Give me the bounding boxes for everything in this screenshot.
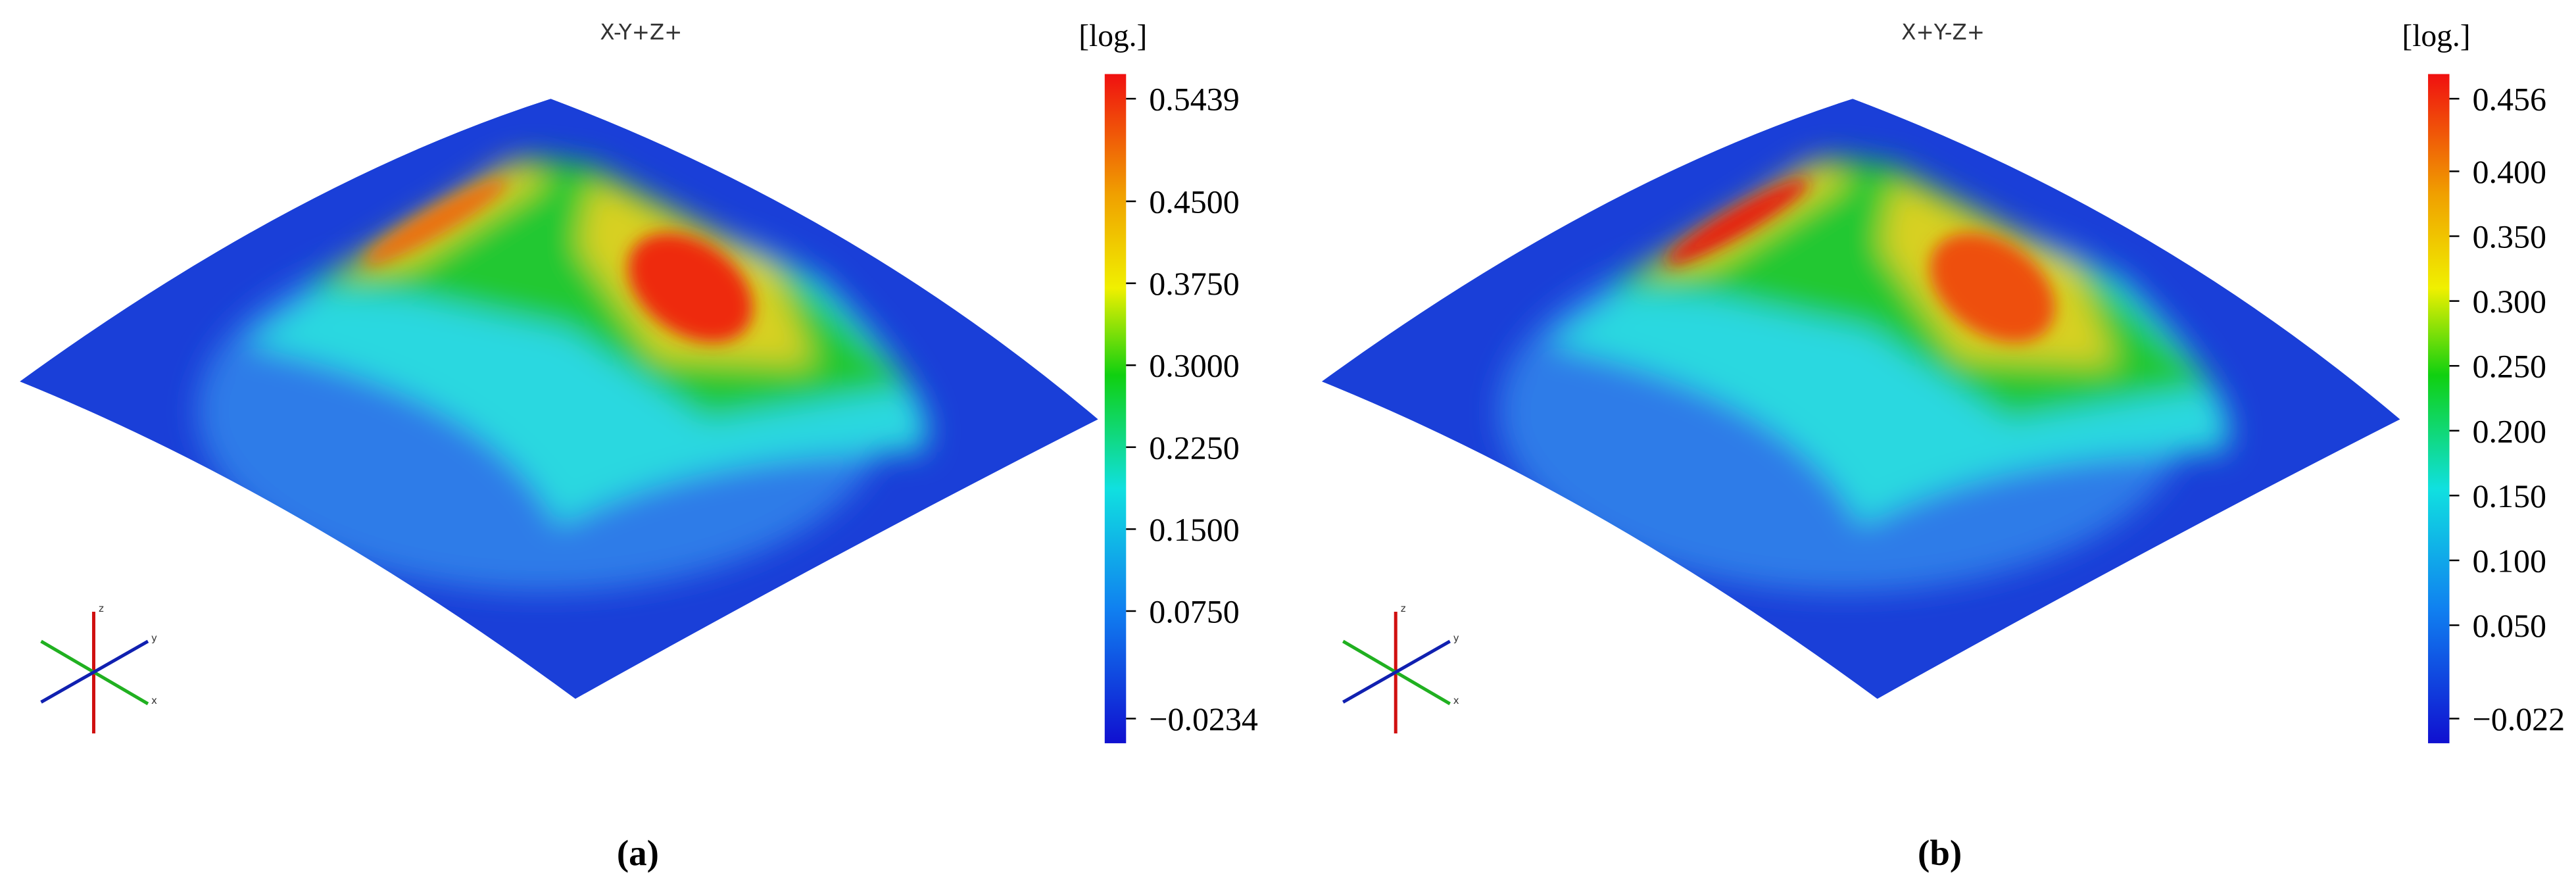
triad-label: z [1401, 603, 1406, 614]
field-red [1930, 233, 2055, 343]
colorbar-tick-label: 0.200 [2473, 412, 2546, 449]
surface [1321, 99, 2400, 699]
surface [19, 99, 1098, 699]
colorbar-tick-label: 0.1500 [1149, 511, 1239, 548]
colorbar [2428, 74, 2450, 743]
triad-blue [40, 639, 149, 704]
panel: x y z X-Y+Z+ [log.]0.5439 0.4500 0.3750 0.3000 0… [19, 19, 1258, 873]
colorbar-tick-label: 0.4500 [1149, 184, 1239, 220]
field-red [364, 179, 508, 265]
field-hot [364, 179, 753, 343]
colorbar-tick-label: 0.100 [2473, 542, 2546, 579]
caption: (b) [1918, 833, 1962, 873]
triad-label: y [151, 632, 157, 644]
field-hot [1666, 179, 2055, 343]
colorbar [1104, 74, 1127, 743]
view-label: X+Y-Z+ [1901, 20, 1985, 45]
triad-label: y [1453, 632, 1459, 644]
colorbar-tick-label: −0.022 [2473, 701, 2565, 737]
triad-blue [1342, 639, 1451, 704]
colorbar-tick-label: 0.400 [2473, 153, 2546, 190]
field-red [1666, 179, 1809, 265]
colorbar-tick-label: −0.0234 [1149, 701, 1258, 737]
colorbar-tick-label: 0.456 [2473, 81, 2546, 118]
axis-triad: x y z [1342, 603, 1459, 733]
panel: x y z X+Y-Z+ [log.]0.456 0.400 0.350 0.300 0.250… [1321, 19, 2565, 873]
colorbar-tick-label: 0.150 [2473, 478, 2546, 514]
triad-label: x [1453, 695, 1459, 706]
triad-label: x [151, 695, 157, 706]
colorbar-tick-label: 0.350 [2473, 218, 2546, 255]
triad-label: z [99, 603, 104, 614]
colorbar-tick-label: 0.0750 [1149, 593, 1239, 629]
colorbar-tick-label: 0.3750 [1149, 265, 1239, 302]
axis-triad: x y z [40, 603, 157, 733]
colorbar-unit: [log.] [1079, 19, 1147, 53]
view-label: X-Y+Z+ [600, 20, 682, 45]
colorbar-tick-label: 0.2250 [1149, 429, 1239, 466]
colorbar-tick-label: 0.250 [2473, 348, 2546, 385]
colorbar-tick-label: 0.3000 [1149, 347, 1239, 384]
caption: (a) [617, 833, 659, 873]
colorbar-unit: [log.] [2402, 19, 2470, 53]
colorbar-tick-label: 0.050 [2473, 607, 2546, 644]
colorbar-tick-label: 0.300 [2473, 283, 2546, 320]
field-red [627, 233, 753, 343]
colorbar-tick-label: 0.5439 [1149, 81, 1239, 118]
